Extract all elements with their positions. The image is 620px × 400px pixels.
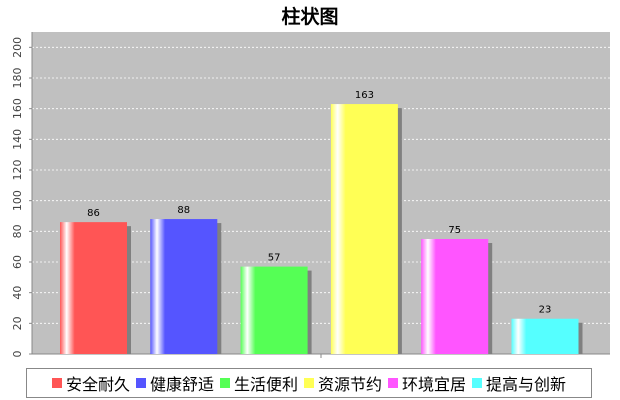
y-tick-label: 100 xyxy=(11,190,24,211)
bar xyxy=(150,219,218,354)
y-tick-label: 120 xyxy=(11,160,24,181)
y-tick-label: 0 xyxy=(11,351,24,358)
legend-swatch xyxy=(304,378,314,388)
y-tick-label: 140 xyxy=(11,129,24,150)
legend-label: 环境宜居 xyxy=(402,375,467,394)
bar-value-label: 163 xyxy=(355,90,374,101)
legend-label: 提高与创新 xyxy=(486,375,567,394)
bar xyxy=(330,104,398,354)
legend-label: 健康舒适 xyxy=(149,375,214,394)
legend-item: 安全耐久 xyxy=(51,371,130,395)
bar-value-label: 88 xyxy=(177,205,190,216)
y-tick-label: 20 xyxy=(11,316,24,330)
bar xyxy=(60,222,127,354)
bar xyxy=(240,266,308,354)
legend-label: 资源节约 xyxy=(318,375,383,394)
legend-swatch xyxy=(51,378,62,388)
legend-label: 生活便利 xyxy=(233,375,298,394)
y-tick-label: 80 xyxy=(11,224,24,238)
legend-item: 生活便利 xyxy=(219,371,298,395)
legend-swatch xyxy=(388,378,399,388)
chart-title: 柱状图 xyxy=(281,6,339,28)
y-tick-label: 60 xyxy=(11,255,24,269)
bar-value-label: 75 xyxy=(448,225,461,236)
legend-item: 健康舒适 xyxy=(135,371,214,395)
legend-label: 安全耐久 xyxy=(65,375,130,394)
legend-swatch xyxy=(135,378,146,388)
legend-item: 提高与创新 xyxy=(472,371,566,395)
y-tick-label: 180 xyxy=(11,68,24,89)
legend-swatch xyxy=(219,378,230,388)
legend-item: 资源节约 xyxy=(304,371,382,395)
bar-value-label: 57 xyxy=(268,253,281,264)
bar-value-label: 23 xyxy=(539,305,552,316)
legend: 安全耐久 健康舒适 生活便利 资源节约 环境宜居 提高与创新 xyxy=(26,368,592,398)
legend-item: 环境宜居 xyxy=(388,371,466,395)
bar xyxy=(421,239,489,354)
bar xyxy=(511,318,579,354)
legend-swatch xyxy=(472,378,483,388)
y-tick-label: 200 xyxy=(11,37,24,58)
bar-value-label: 86 xyxy=(87,208,100,219)
y-tick-label: 160 xyxy=(11,98,24,119)
y-tick-label: 40 xyxy=(11,286,24,300)
